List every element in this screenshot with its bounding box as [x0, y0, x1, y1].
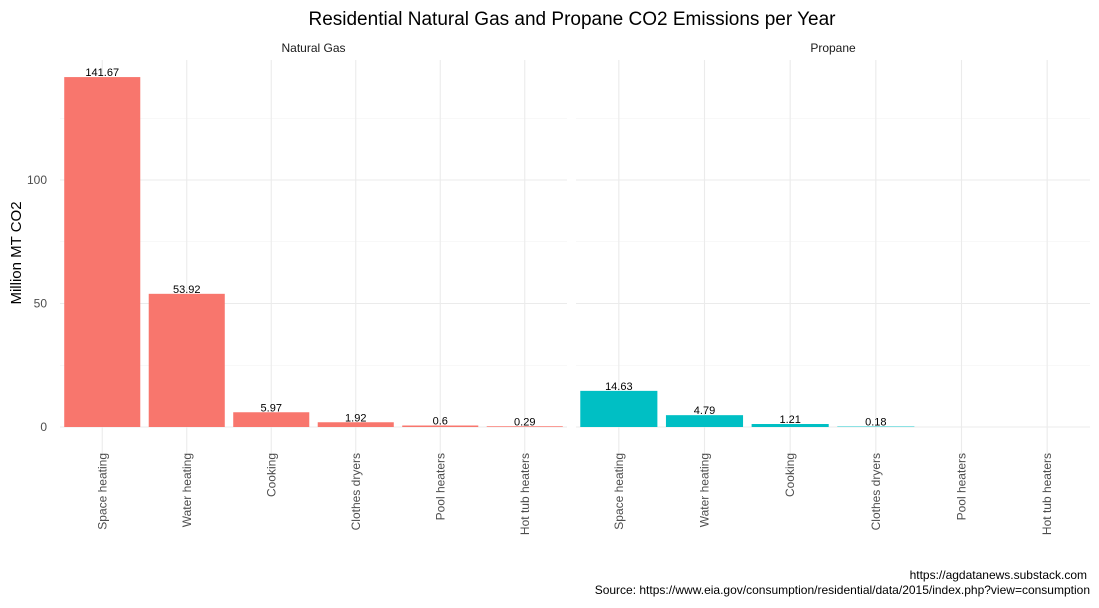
data-label: 0.6	[433, 416, 448, 428]
data-label: 0.18	[865, 417, 886, 429]
x-tick-label: Hot tub heaters	[1040, 453, 1054, 535]
bar	[64, 77, 140, 427]
x-tick-label: Water heating	[180, 453, 194, 527]
data-label: 0.29	[514, 416, 535, 428]
data-label: 1.92	[345, 412, 366, 424]
data-label: 4.79	[694, 405, 715, 417]
facet-strip-label: Propane	[810, 41, 856, 55]
x-tick-label: Hot tub heaters	[518, 453, 532, 535]
data-label: 14.63	[605, 381, 633, 393]
x-tick-label: Space heating	[612, 453, 626, 530]
x-tick-label: Clothes dryers	[349, 453, 363, 530]
data-label: 5.97	[261, 402, 282, 414]
x-tick-label: Pool heaters	[433, 453, 447, 520]
bar	[233, 412, 309, 427]
data-label: 53.92	[173, 284, 201, 296]
data-label: 141.67	[85, 67, 119, 79]
caption-url: https://agdatanews.substack.com	[910, 568, 1087, 582]
caption-source: Source: https://www.eia.gov/consumption/…	[595, 583, 1090, 597]
bar	[149, 294, 225, 427]
x-tick-label: Cooking	[783, 453, 797, 497]
facet-strip-label: Natural Gas	[281, 41, 345, 55]
x-tick-label: Space heating	[95, 453, 109, 530]
x-tick-label: Water heating	[698, 453, 712, 527]
y-tick-label: 50	[34, 297, 48, 311]
y-tick-label: 100	[27, 173, 47, 187]
y-tick-label: 0	[40, 420, 47, 434]
x-tick-label: Cooking	[264, 453, 278, 497]
x-tick-label: Pool heaters	[955, 453, 969, 520]
x-tick-label: Clothes dryers	[869, 453, 883, 530]
bar	[580, 391, 657, 427]
y-axis-label: Million MT CO2	[8, 201, 25, 304]
data-label: 1.21	[779, 414, 800, 426]
chart-title: Residential Natural Gas and Propane CO2 …	[308, 9, 836, 30]
